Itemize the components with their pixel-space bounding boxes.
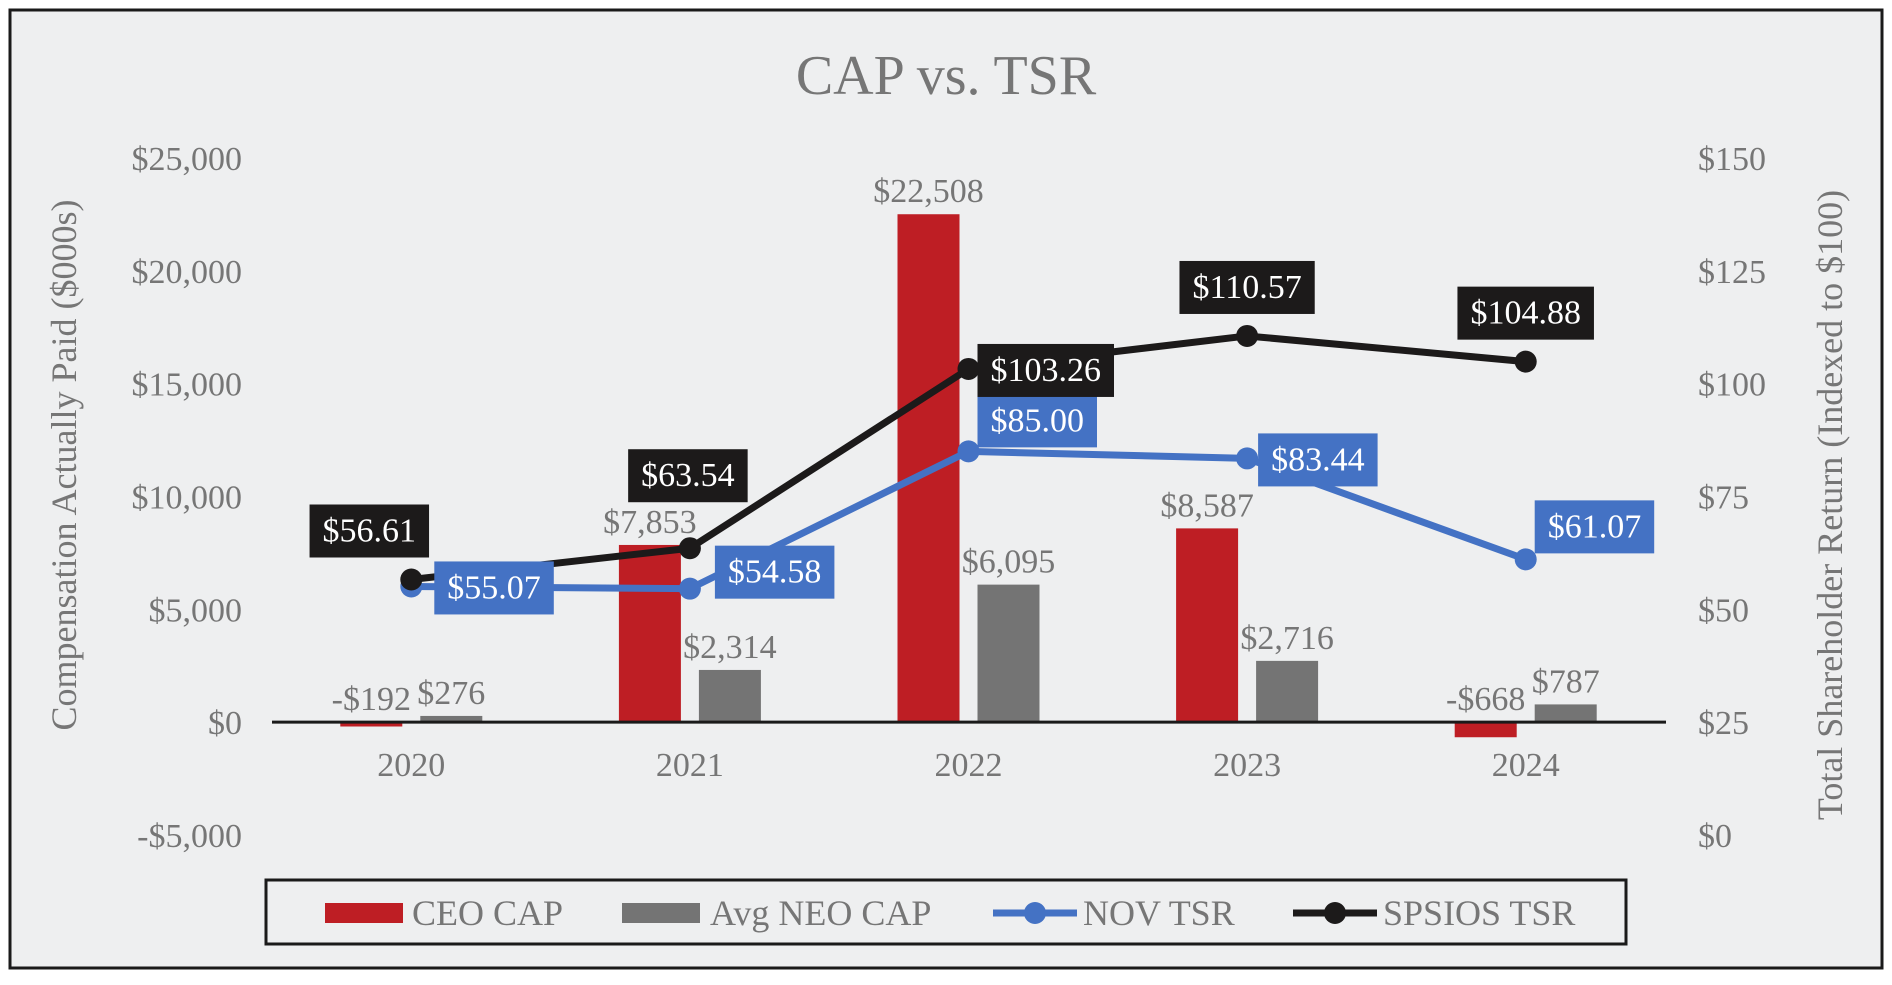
bar-label-avg-neo-cap-2023: $2,716 [1240, 620, 1334, 657]
y-right-tick-label: $150 [1698, 141, 1766, 178]
legend-box [264, 878, 1628, 946]
bar-avg-neo-cap-2022 [977, 584, 1040, 723]
y-right-tick-label: $125 [1698, 254, 1766, 291]
line-series [400, 324, 1537, 600]
y-left-tick-label: $25,000 [132, 141, 243, 178]
line-label-spsios-tsr-2020: $56.61 [323, 513, 417, 550]
legend-label-nov-tsr: NOV TSR [1083, 893, 1235, 933]
bar-label-avg-neo-cap-2020: $276 [417, 675, 485, 712]
line-data-labels: $55.07 $54.58 $85.00 $83.44 $61.07 $56.61 $63.… [309, 260, 1655, 615]
y-right-tick-label: $50 [1698, 592, 1749, 629]
y-right-tick-label: $0 [1698, 818, 1732, 855]
point-spsios-tsr-2022 [957, 357, 980, 380]
bar-label-ceo-cap-2020: -$192 [332, 681, 411, 718]
x-tick-label-2023: 2023 [1213, 747, 1281, 784]
x-tick-label-2022: 2022 [935, 747, 1003, 784]
y-axis-right: $150 $125 $100 $75 $50 $25 $0 [1698, 141, 1766, 855]
legend-label-ceo-cap: CEO CAP [412, 893, 563, 933]
line-label-spsios-tsr-2021: $63.54 [641, 457, 735, 494]
line-label-box-nov-tsr-2022 [977, 394, 1097, 448]
legend-marker-spsios-tsr [1324, 902, 1346, 924]
line-label-box-nov-tsr-2024 [1534, 500, 1655, 554]
bar-label-avg-neo-cap-2021: $2,314 [683, 629, 777, 666]
x-tick-label-2024: 2024 [1492, 747, 1560, 784]
bar-label-avg-neo-cap-2024: $787 [1532, 663, 1600, 700]
y-axis-right-title: Total Shareholder Return (Indexed to $10… [1810, 190, 1850, 820]
line-label-box-nov-tsr-2023 [1258, 433, 1378, 487]
legend-label-spsios-tsr: SPSIOS TSR [1383, 893, 1575, 933]
legend-label-avg-neo-cap: Avg NEO CAP [710, 893, 931, 933]
legend-swatch-ceo-cap [325, 903, 403, 923]
line-label-nov-tsr-2022: $85.00 [991, 402, 1085, 439]
point-spsios-tsr-2020 [400, 568, 423, 591]
point-spsios-tsr-2023 [1236, 324, 1259, 347]
line-label-box-nov-tsr-2020 [434, 561, 554, 615]
point-nov-tsr-2024 [1514, 548, 1537, 571]
y-left-tick-label: $10,000 [132, 480, 243, 517]
bar-ceo-cap-2021 [618, 544, 681, 723]
y-left-tick-label: $5,000 [149, 592, 243, 629]
y-right-tick-label: $75 [1698, 480, 1749, 517]
line-label-box-spsios-tsr-2020 [309, 504, 430, 558]
bar-label-ceo-cap-2024: -$668 [1446, 681, 1525, 718]
point-nov-tsr-2021 [678, 577, 701, 600]
y-left-tick-label: -$5,000 [137, 818, 242, 855]
y-left-tick-label: $20,000 [132, 254, 243, 291]
chart-title: CAP vs. TSR [796, 45, 1097, 107]
bar-label-ceo-cap-2022: $22,508 [873, 173, 984, 210]
line-label-nov-tsr-2024: $61.07 [1548, 508, 1642, 545]
y-axis-left-title: Compensation Actually Paid ($000s) [44, 200, 84, 731]
bar-label-ceo-cap-2023: $8,587 [1160, 487, 1254, 524]
line-label-spsios-tsr-2024: $104.88 [1470, 295, 1581, 332]
point-nov-tsr-2022 [957, 440, 980, 463]
bar-ceo-cap-2024 [1454, 722, 1517, 738]
line-label-box-spsios-tsr-2023 [1179, 260, 1315, 314]
x-tick-label-2021: 2021 [656, 747, 724, 784]
line-label-spsios-tsr-2022: $103.26 [991, 352, 1102, 389]
bar-data-labels: -$192 $7,853 $22,508 $8,587 -$668 $276 $2,314 $… [332, 173, 1600, 718]
x-axis: 2020 2021 2022 2023 2024 [377, 747, 1559, 784]
bar-ceo-cap-2023 [1176, 528, 1239, 723]
line-label-box-spsios-tsr-2024 [1457, 286, 1594, 340]
x-tick-label-2020: 2020 [377, 747, 445, 784]
y-left-tick-label: $15,000 [132, 367, 243, 404]
legend-marker-nov-tsr [1024, 902, 1046, 924]
legend: CEO CAP Avg NEO CAP NOV TSR SPSIOS TSR [264, 878, 1628, 946]
line-label-spsios-tsr-2023: $110.57 [1192, 269, 1301, 306]
legend-swatch-avg-neo-cap [622, 903, 700, 923]
y-right-tick-label: $100 [1698, 367, 1766, 404]
point-spsios-tsr-2021 [678, 537, 701, 560]
y-left-tick-label: $0 [208, 705, 242, 742]
bar-avg-neo-cap-2023 [1256, 660, 1319, 723]
line-label-nov-tsr-2023: $83.44 [1271, 441, 1365, 478]
bar-avg-neo-cap-2024 [1534, 704, 1597, 723]
y-right-tick-label: $25 [1698, 705, 1749, 742]
bar-ceo-cap-2020 [340, 722, 403, 727]
line-label-nov-tsr-2020: $55.07 [447, 569, 541, 606]
line-label-nov-tsr-2021: $54.58 [728, 554, 822, 591]
point-nov-tsr-2023 [1236, 447, 1259, 470]
line-label-box-nov-tsr-2021 [714, 545, 835, 599]
point-spsios-tsr-2024 [1514, 350, 1537, 373]
bar-label-avg-neo-cap-2022: $6,095 [962, 544, 1056, 581]
bar-label-ceo-cap-2021: $7,853 [603, 504, 697, 541]
bar-avg-neo-cap-2020 [420, 715, 483, 723]
line-label-box-spsios-tsr-2021 [628, 449, 748, 503]
y-axis-left: $25,000 $20,000 $15,000 $10,000 $5,000 $0 -$5,… [132, 141, 243, 855]
bar-avg-neo-cap-2021 [698, 669, 761, 723]
line-label-box-spsios-tsr-2022 [977, 343, 1114, 397]
